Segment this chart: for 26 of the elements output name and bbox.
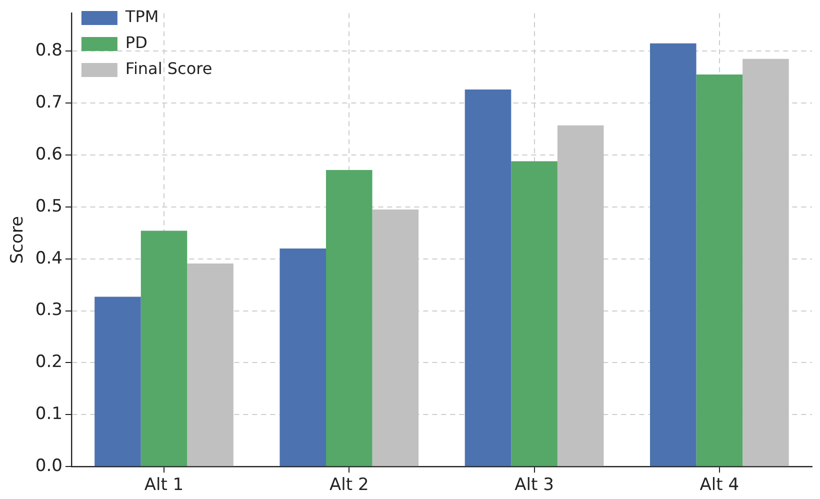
bar	[650, 43, 696, 466]
bar	[696, 74, 743, 466]
bar	[511, 161, 558, 466]
y-axis-title: Score	[8, 216, 28, 264]
x-tick-label: Alt 2	[330, 475, 369, 496]
x-tick-label: Alt 4	[700, 475, 740, 496]
bar	[94, 296, 141, 466]
legend-label: Final Score	[125, 59, 212, 78]
bar	[140, 230, 188, 466]
legend-label: TPM	[124, 7, 159, 26]
y-tick-label: 0.2	[35, 352, 62, 372]
y-tick-label: 0.7	[35, 92, 62, 112]
bar	[280, 248, 326, 466]
y-tick-label: 0.8	[35, 40, 62, 61]
y-tick-label: 0.3	[35, 300, 62, 320]
legend-label: PD	[125, 33, 148, 52]
x-tick-label: Alt 1	[144, 475, 184, 496]
y-tick-label: 0.4	[35, 248, 62, 268]
y-tick-label: 0.6	[35, 144, 62, 164]
y-tick-label: 0.5	[35, 196, 62, 216]
x-tick-label: Alt 3	[514, 475, 554, 496]
bar	[326, 170, 372, 466]
bar	[464, 90, 512, 466]
y-tick-label: 0.1	[35, 404, 62, 424]
bar	[742, 58, 789, 466]
y-tick-label: 0.0	[35, 456, 62, 476]
